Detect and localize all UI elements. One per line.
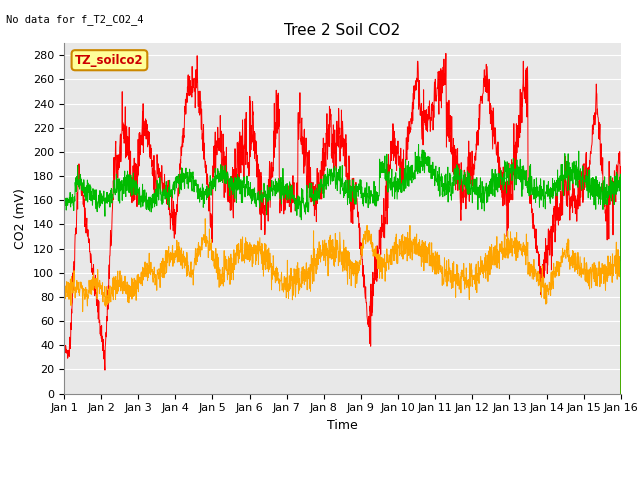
Tree2 -8cm xyxy=(499,176,506,182)
Tree2 -8cm xyxy=(415,142,422,147)
Tree2 -2cm xyxy=(60,347,68,352)
Tree2 -8cm xyxy=(88,203,96,208)
Tree2 -2cm xyxy=(601,203,609,209)
Tree2 -8cm xyxy=(316,190,324,195)
Tree2 -2cm xyxy=(442,50,450,56)
Tree2 -4cm xyxy=(601,268,609,274)
Tree2 -8cm xyxy=(60,192,68,197)
Tree2 -2cm xyxy=(617,391,625,396)
Tree2 -8cm xyxy=(601,174,609,180)
Tree2 -4cm xyxy=(88,287,96,292)
Tree2 -2cm xyxy=(499,179,506,184)
Tree2 -4cm xyxy=(499,257,506,263)
X-axis label: Time: Time xyxy=(327,419,358,432)
Line: Tree2 -4cm: Tree2 -4cm xyxy=(64,219,621,394)
Text: TZ_soilco2: TZ_soilco2 xyxy=(75,54,144,67)
Tree2 -8cm xyxy=(331,163,339,169)
Tree2 -4cm xyxy=(617,391,625,396)
Text: No data for f_T2_CO2_4: No data for f_T2_CO2_4 xyxy=(6,14,144,25)
Tree2 -2cm xyxy=(601,202,609,208)
Tree2 -4cm xyxy=(601,262,609,267)
Line: Tree2 -2cm: Tree2 -2cm xyxy=(64,53,621,394)
Tree2 -8cm xyxy=(601,200,609,205)
Tree2 -2cm xyxy=(331,127,339,133)
Line: Tree2 -8cm: Tree2 -8cm xyxy=(64,144,621,394)
Tree2 -4cm xyxy=(202,216,209,222)
Tree2 -4cm xyxy=(60,289,68,295)
Title: Tree 2 Soil CO2: Tree 2 Soil CO2 xyxy=(284,23,401,38)
Tree2 -2cm xyxy=(88,267,96,273)
Tree2 -4cm xyxy=(316,242,324,248)
Y-axis label: CO2 (mV): CO2 (mV) xyxy=(15,188,28,249)
Tree2 -8cm xyxy=(617,391,625,396)
Tree2 -4cm xyxy=(331,259,339,264)
Tree2 -2cm xyxy=(316,181,324,187)
